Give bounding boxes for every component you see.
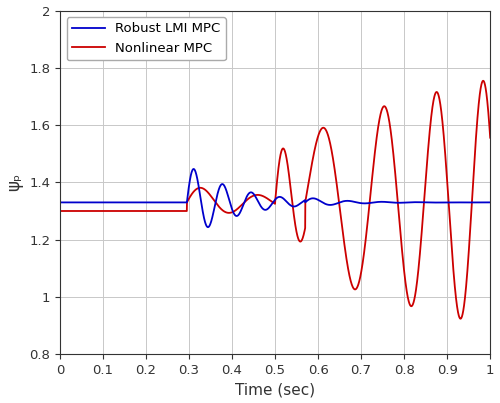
- Robust LMI MPC: [337, 200, 343, 205]
- Robust LMI MPC: [378, 199, 384, 204]
- Robust LMI MPC: [222, 184, 228, 189]
- Nonlinear MPC: [337, 206, 343, 210]
- Y-axis label: ψₚ: ψₚ: [6, 173, 24, 191]
- Nonlinear MPC: [222, 209, 228, 214]
- Robust LMI MPC: [57, 200, 63, 205]
- Robust LMI MPC: [205, 225, 211, 230]
- Robust LMI MPC: [411, 200, 417, 205]
- Nonlinear MPC: [315, 134, 321, 139]
- Nonlinear MPC: [410, 299, 416, 304]
- Nonlinear MPC: [487, 135, 493, 140]
- Nonlinear MPC: [378, 110, 384, 115]
- Robust LMI MPC: [315, 197, 321, 202]
- Nonlinear MPC: [135, 209, 141, 214]
- Robust LMI MPC: [190, 166, 196, 171]
- Line: Nonlinear MPC: Nonlinear MPC: [60, 81, 490, 319]
- Robust LMI MPC: [487, 200, 493, 205]
- Nonlinear MPC: [458, 316, 464, 321]
- Robust LMI MPC: [135, 200, 141, 205]
- Nonlinear MPC: [480, 78, 486, 83]
- X-axis label: Time (sec): Time (sec): [235, 382, 315, 397]
- Legend: Robust LMI MPC, Nonlinear MPC: Robust LMI MPC, Nonlinear MPC: [66, 17, 226, 60]
- Nonlinear MPC: [57, 209, 63, 214]
- Line: Robust LMI MPC: Robust LMI MPC: [60, 169, 490, 227]
